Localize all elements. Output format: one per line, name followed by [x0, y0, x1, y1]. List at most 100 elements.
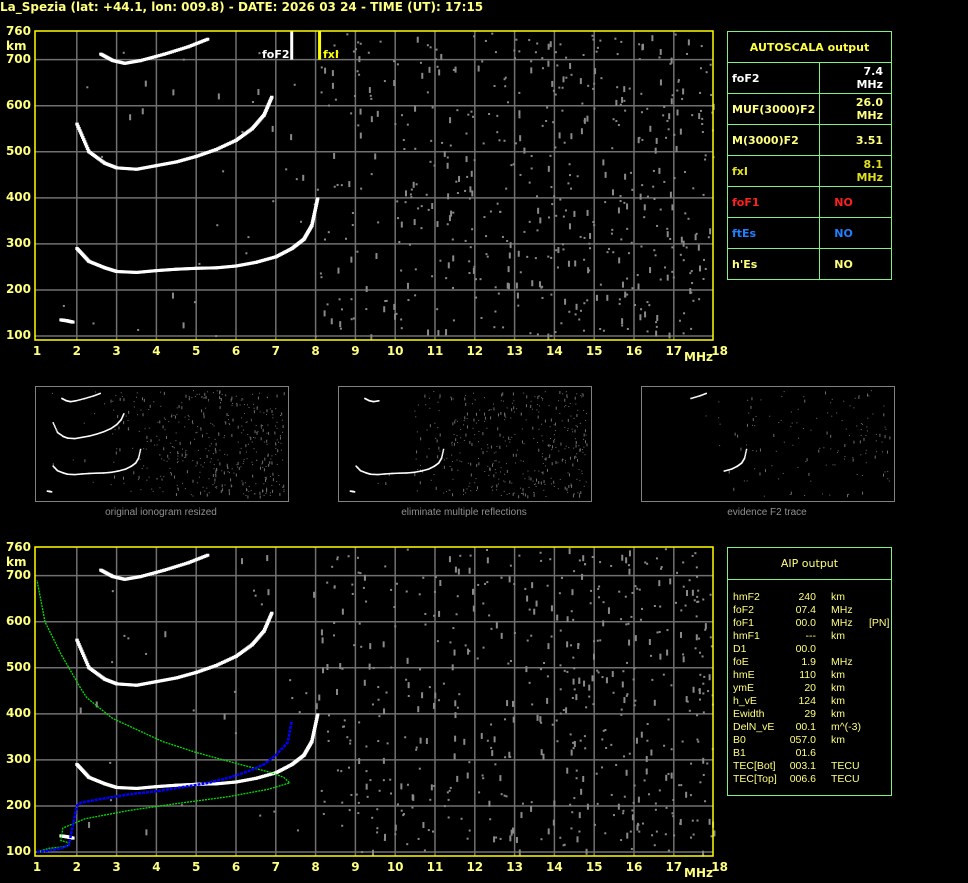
thumbnail-trace-point — [103, 472, 105, 474]
thumbnail-noise-dot — [564, 406, 566, 408]
thumbnail-noise-dot — [883, 413, 885, 417]
noise-dot — [698, 113, 701, 120]
thumbnail-trace-point — [442, 448, 445, 451]
thumbnail-trace-point — [75, 399, 78, 402]
thumbnail-noise-dot — [255, 425, 257, 427]
noise-dot — [578, 318, 581, 321]
thumbnail-noise-dot — [549, 454, 551, 458]
noise-dot — [633, 704, 636, 707]
thumbnail-noise-dot — [865, 449, 867, 451]
thumbnail-trace-point — [79, 473, 82, 475]
thumbnail-noise-dot — [206, 493, 208, 497]
noise-dot — [258, 52, 261, 55]
electron-density-profile — [36, 580, 292, 853]
noise-dot — [434, 58, 437, 61]
noise-dot — [326, 581, 329, 584]
noise-dot — [597, 671, 600, 674]
noise-dot — [489, 818, 492, 821]
fxi-marker-label: fxI — [323, 48, 339, 61]
noise-dot — [571, 696, 574, 699]
noise-dot — [450, 210, 453, 217]
thumbnail-noise-dot — [200, 464, 202, 466]
thumbnail-noise-dot — [269, 408, 271, 410]
thumbnail-noise-dot — [159, 420, 161, 424]
thumbnail-trace-point — [377, 473, 379, 476]
thumbnail-trace-point — [353, 491, 356, 493]
noise-dot — [702, 682, 705, 685]
noise-dot — [641, 44, 644, 51]
thumbnail-noise-dot — [581, 473, 583, 475]
noise-dot — [62, 304, 65, 307]
noise-dot — [331, 70, 334, 77]
noise-dot — [377, 698, 380, 701]
echo-trace-point — [270, 611, 274, 615]
noise-dot — [344, 237, 347, 240]
thumbnail-noise-dot — [497, 427, 499, 431]
noise-dot — [337, 267, 340, 274]
thumbnail-trace-point — [84, 397, 86, 400]
thumbnail-noise-dot — [219, 402, 221, 404]
thumbnail-trace-point — [72, 473, 74, 476]
thumbnail-noise-dot — [808, 472, 810, 476]
echo-trace-point — [83, 142, 88, 146]
noise-dot — [427, 329, 430, 336]
noise-dot — [491, 32, 494, 35]
aip-unit: km — [831, 591, 845, 603]
noise-dot — [581, 573, 584, 580]
thumbnail-noise-dot — [522, 488, 524, 492]
noise-dot — [606, 251, 609, 254]
thumbnail-noise-dot — [280, 442, 282, 444]
noise-dot — [692, 686, 695, 693]
echo-trace-point — [314, 720, 318, 724]
noise-dot — [658, 580, 661, 587]
thumbnail-trace-point — [101, 472, 103, 474]
noise-dot — [572, 747, 575, 750]
noise-dot — [560, 576, 563, 579]
noise-dot — [439, 259, 442, 262]
thumbnail-noise-dot — [478, 462, 480, 466]
noise-dot — [449, 641, 452, 644]
echo-trace-point — [183, 562, 188, 566]
echo-trace-point — [181, 562, 186, 566]
thumbnail-trace-point — [705, 392, 707, 395]
noise-dot — [353, 644, 356, 647]
thumbnail-noise-dot — [283, 489, 285, 491]
noise-dot — [583, 120, 586, 123]
thumbnail-noise-dot — [461, 461, 463, 463]
thumbnail-noise-dot — [586, 443, 588, 447]
noise-dot — [677, 80, 680, 83]
noise-dot — [489, 210, 492, 213]
noise-dot — [713, 830, 716, 837]
noise-dot — [600, 77, 603, 80]
thumbnail-noise-dot — [181, 448, 183, 450]
thumbnail-noise-dot — [860, 429, 862, 431]
thumbnail-noise-dot — [266, 443, 268, 445]
thumbnail-noise-dot — [214, 486, 216, 488]
thumbnail-noise-dot — [567, 491, 569, 493]
thumbnail-noise-dot — [196, 461, 198, 465]
noise-dot — [586, 299, 589, 302]
thumbnail-noise-dot — [282, 425, 284, 429]
noise-dot — [559, 629, 562, 632]
noise-dot — [409, 193, 412, 196]
noise-dot — [437, 330, 440, 337]
thumbnail-trace-point — [427, 468, 430, 470]
noise-dot — [530, 801, 533, 804]
noise-dot — [542, 753, 545, 760]
thumbnail-noise-dot — [492, 462, 494, 464]
noise-dot — [420, 227, 423, 230]
thumbnail-noise-dot — [266, 414, 268, 416]
noise-dot — [349, 742, 352, 745]
noise-dot — [488, 614, 491, 617]
thumbnail-trace-point — [122, 414, 125, 416]
noise-dot — [482, 602, 485, 605]
thumbnail-trace-point — [424, 469, 427, 471]
noise-dot — [464, 239, 467, 242]
thumbnail-noise-dot — [493, 452, 495, 454]
thumbnail-noise-dot — [528, 486, 530, 488]
noise-dot — [523, 147, 526, 154]
noise-dot — [528, 220, 531, 223]
thumbnail-noise-dot — [260, 424, 262, 428]
thumbnail-noise-dot — [538, 480, 540, 484]
thumbnail-trace-point — [700, 394, 702, 397]
